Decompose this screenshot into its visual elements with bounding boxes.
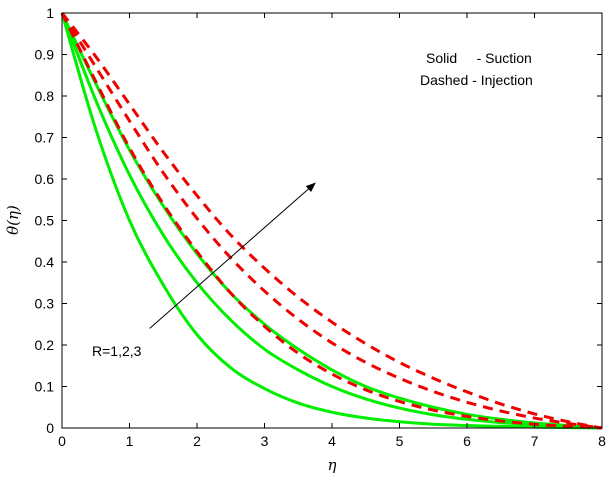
series-dashed-6 — [60, 12, 603, 430]
legend-text-solid: Solid - Suction — [426, 50, 532, 66]
y-tick-label: 0.2 — [35, 337, 55, 353]
series-solid-2 — [60, 12, 603, 430]
series-solid-3 — [60, 12, 603, 430]
y-tick-label: 0.7 — [35, 130, 55, 146]
annotation-arrow — [149, 182, 316, 329]
series-dashed-5 — [60, 12, 603, 430]
x-tick-label: 5 — [396, 433, 404, 449]
y-tick-label: 0.6 — [35, 171, 55, 187]
series-solid-1 — [60, 12, 603, 430]
y-tick-label: 0 — [46, 420, 54, 436]
x-tick-label: 7 — [531, 433, 539, 449]
y-tick-label: 0.3 — [35, 296, 55, 312]
y-tick-label: 0.5 — [35, 213, 55, 229]
x-tick-label: 6 — [463, 433, 471, 449]
y-axis-label: θ(η) — [4, 205, 22, 235]
annotation-label: R=1,2,3 — [92, 343, 142, 359]
x-axis-label: η — [328, 456, 337, 474]
y-tick-label: 0.1 — [35, 379, 55, 395]
x-tick-label: 1 — [126, 433, 134, 449]
x-tick-label: 2 — [193, 433, 201, 449]
y-tick-label: 1 — [46, 5, 54, 21]
series-layer — [60, 12, 603, 430]
y-tick-label: 0.9 — [35, 47, 55, 63]
x-tick-label: 4 — [328, 433, 336, 449]
x-tick-label: 8 — [598, 433, 606, 449]
y-tick-label: 0.4 — [35, 254, 55, 270]
x-tick-label: 0 — [58, 433, 66, 449]
legend-text-dashed: Dashed - Injection — [420, 72, 533, 88]
y-tick-label: 0.8 — [35, 88, 55, 104]
x-tick-label: 3 — [261, 433, 269, 449]
ticks-layer: 0 1 2 3 4 5 6 7 8 0 0.1 0.2 0.3 0.4 0.5 0.6 0.7 0.8 0.9 1 — [35, 5, 607, 449]
